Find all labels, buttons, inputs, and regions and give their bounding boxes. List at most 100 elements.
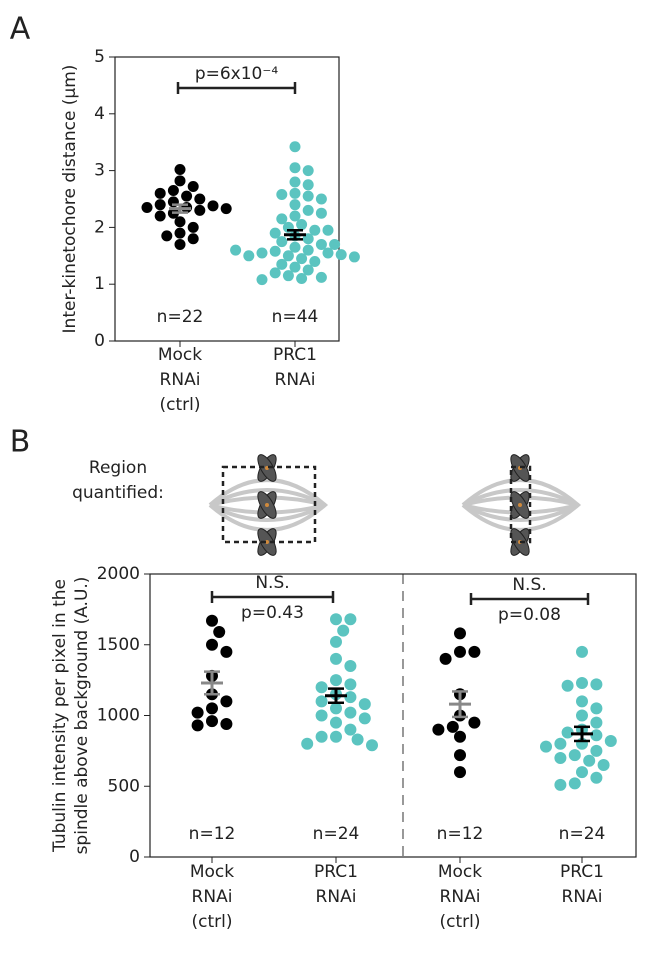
data-point	[315, 238, 327, 250]
n-label: n=24	[559, 824, 606, 844]
data-point	[335, 249, 347, 261]
data-point	[213, 626, 226, 639]
region-box	[221, 465, 317, 544]
data-point	[282, 270, 294, 282]
data-point	[315, 709, 328, 722]
data-point	[540, 740, 552, 753]
x-tick-label: RNAi	[440, 887, 481, 907]
data-point	[322, 247, 334, 259]
n-label: n=44	[272, 307, 319, 327]
data-point	[568, 777, 581, 790]
data-point	[358, 698, 371, 711]
axes-frame	[114, 56, 340, 342]
data-point	[315, 681, 328, 694]
data-point	[554, 737, 567, 750]
data-point	[154, 187, 166, 199]
data-point	[315, 695, 328, 708]
y-tick-label: 1000	[97, 706, 140, 726]
data-point	[329, 238, 341, 250]
annotation: N.S.	[255, 573, 289, 593]
x-tick-label: PRC1	[273, 345, 317, 365]
data-point	[207, 200, 219, 212]
data-point	[289, 261, 301, 273]
data-point	[576, 676, 588, 689]
y-tick-label: 4	[94, 104, 105, 124]
data-point	[468, 645, 481, 658]
data-point	[187, 233, 199, 245]
data-point	[454, 749, 466, 762]
annotation: p=0.08	[498, 605, 561, 625]
n-label: n=24	[313, 824, 360, 844]
significance-bracket	[210, 591, 335, 603]
data-point	[315, 730, 328, 743]
data-point	[366, 739, 378, 752]
data-point	[302, 179, 314, 191]
data-point	[161, 230, 173, 242]
data-point	[330, 716, 342, 729]
data-point	[289, 141, 301, 153]
data-point	[561, 726, 574, 739]
data-point	[348, 251, 360, 263]
data-point	[568, 749, 581, 762]
data-point	[330, 730, 342, 743]
data-point	[576, 645, 588, 658]
x-tick-label: RNAi	[316, 887, 357, 907]
x-tick-label: RNAi	[562, 887, 603, 907]
data-point	[276, 236, 288, 248]
data-point	[344, 723, 357, 736]
data-point	[454, 766, 466, 779]
data-point	[256, 274, 268, 286]
y-tick-label: 2000	[97, 564, 140, 584]
data-point	[468, 716, 481, 729]
y-tick-label: 0	[94, 331, 105, 351]
data-point	[337, 624, 350, 637]
x-tick-label: (ctrl)	[192, 912, 233, 932]
region-label: quantified:	[72, 483, 164, 503]
data-point	[191, 706, 204, 719]
data-point	[276, 188, 288, 200]
data-point	[454, 730, 466, 743]
data-point	[330, 613, 342, 626]
data-point	[289, 162, 301, 174]
data-point	[597, 759, 610, 772]
axes-frame	[149, 573, 637, 858]
data-point	[276, 258, 288, 270]
x-tick-label: PRC1	[314, 862, 358, 882]
x-tick-label: PRC1	[560, 862, 604, 882]
data-point	[206, 638, 218, 651]
y-axis-label: Tubulin intensity per pixel in the	[50, 579, 70, 853]
x-tick-label: RNAi	[192, 887, 233, 907]
data-point	[174, 238, 186, 250]
data-point	[330, 635, 342, 648]
x-tick-label: RNAi	[160, 370, 201, 390]
x-tick-label: (ctrl)	[160, 395, 201, 415]
data-point	[590, 716, 603, 729]
data-point	[289, 210, 301, 222]
significance-bracket	[469, 593, 590, 605]
data-point	[282, 250, 294, 262]
data-point	[296, 219, 308, 231]
data-point	[187, 221, 199, 233]
n-label: n=12	[189, 824, 236, 844]
data-point	[301, 737, 314, 750]
region-box	[509, 465, 532, 544]
data-point	[439, 652, 452, 665]
data-point	[154, 210, 166, 222]
data-point	[351, 733, 364, 746]
data-point	[174, 175, 186, 187]
annotation: p=0.43	[241, 603, 304, 623]
data-point	[432, 723, 445, 736]
data-point	[576, 709, 588, 722]
n-label: n=22	[157, 307, 204, 327]
data-point	[590, 702, 603, 715]
data-point	[243, 250, 255, 262]
data-point	[187, 181, 199, 193]
data-point	[344, 659, 357, 672]
data-point	[220, 203, 232, 215]
data-point	[554, 778, 567, 791]
data-point	[174, 163, 186, 175]
data-point	[220, 695, 233, 708]
annotation: p=6x10⁻⁴	[195, 64, 279, 84]
data-point	[561, 679, 574, 692]
data-point	[174, 216, 186, 228]
